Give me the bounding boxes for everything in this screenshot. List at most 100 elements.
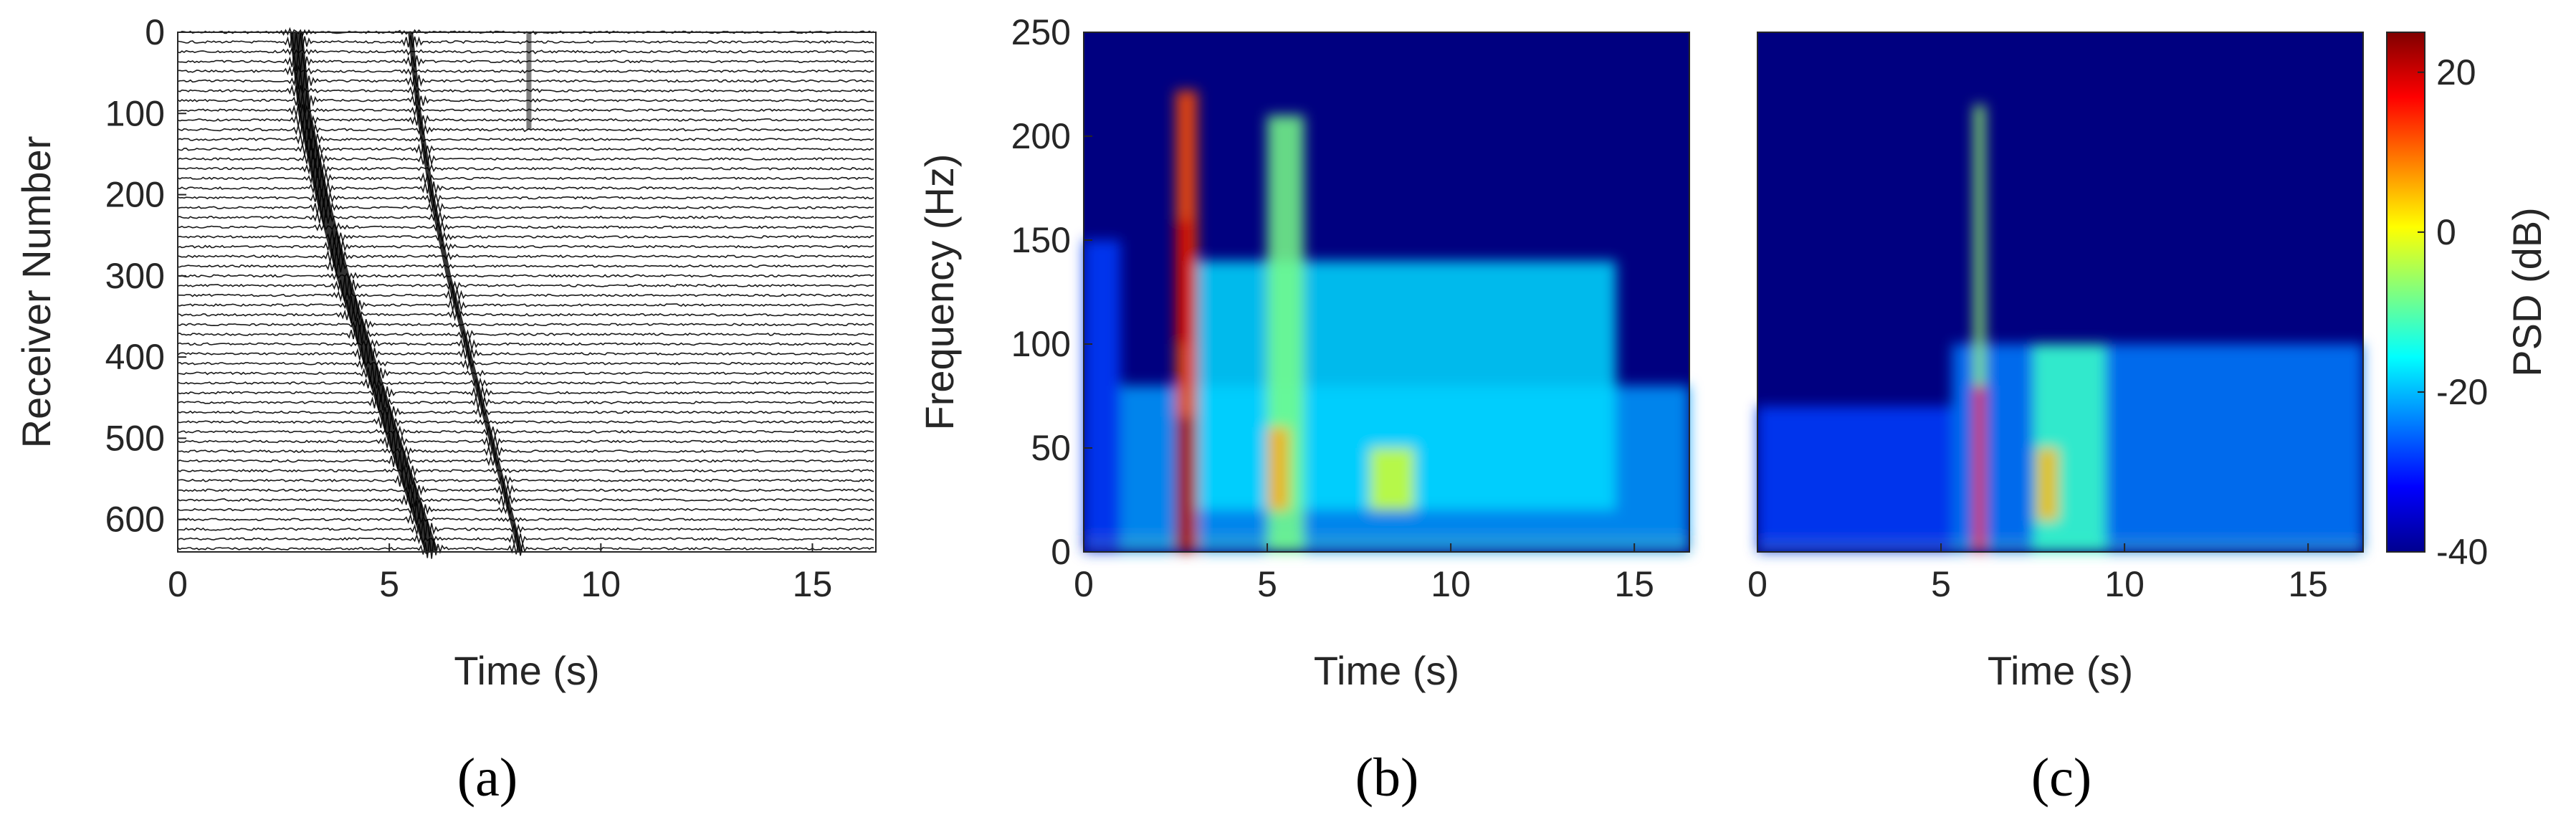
receiver-trace xyxy=(177,492,874,508)
receiver-trace xyxy=(177,148,874,168)
spectrogram-region xyxy=(1952,344,2363,552)
y-tick-label: 250 xyxy=(1011,12,1071,52)
panel-caption: (a) xyxy=(457,748,517,808)
colorbar-tick-label: 0 xyxy=(2436,212,2456,252)
receiver-trace xyxy=(177,32,874,52)
receiver-trace xyxy=(177,51,874,72)
receiver-trace xyxy=(177,363,874,384)
receiver-trace xyxy=(177,46,874,57)
receiver-trace xyxy=(177,189,874,208)
receiver-trace xyxy=(177,198,874,218)
receiver-trace xyxy=(177,512,874,525)
arrival-moveout xyxy=(290,32,438,554)
receiver-trace xyxy=(177,230,874,245)
panel-caption: (c) xyxy=(2031,748,2091,808)
x-tick-label: 10 xyxy=(2104,564,2145,604)
receiver-trace xyxy=(177,451,874,472)
receiver-trace xyxy=(177,411,874,432)
y-tick-label: 100 xyxy=(105,93,165,133)
receiver-trace xyxy=(177,307,874,324)
y-axis-title: Frequency (Hz) xyxy=(917,154,962,431)
spectrogram-cells xyxy=(1084,90,1689,552)
receiver-trace xyxy=(177,128,874,151)
spectrogram-region xyxy=(2036,448,2059,521)
receiver-trace xyxy=(177,103,874,118)
receiver-trace xyxy=(177,430,874,452)
receiver-trace xyxy=(177,168,874,188)
receiver-trace xyxy=(177,500,874,519)
receiver-trace xyxy=(177,464,874,477)
receiver-trace xyxy=(177,533,874,546)
receiver-trace xyxy=(177,538,874,559)
receiver-trace xyxy=(177,110,874,130)
receiver-trace xyxy=(177,91,874,111)
y-tick-label: 500 xyxy=(105,418,165,458)
spectrogram-region xyxy=(1084,240,1121,552)
panel-c: 0 5 10 15 Time (s) (c) -40 -20 0 20 PSD (dB) xyxy=(1747,32,2549,808)
receiver-trace xyxy=(177,425,874,438)
receiver-trace xyxy=(177,519,874,540)
y-tick-label: 0 xyxy=(145,12,165,52)
spectrogram-region xyxy=(1974,386,1985,552)
axes-frame xyxy=(177,32,877,553)
x-tick-label: 5 xyxy=(379,564,399,604)
panel-a: 0 5 10 15 0 100 200 300 400 500 600 Time (s) Receive… xyxy=(14,12,877,808)
x-axis-title: Time (s) xyxy=(454,648,599,693)
x-tick-label: 15 xyxy=(793,564,833,604)
colorbar-tick-label: -40 xyxy=(2436,532,2488,572)
receiver-trace xyxy=(177,138,874,160)
receiver-trace xyxy=(177,482,874,498)
receiver-trace xyxy=(177,295,874,314)
receiver-trace xyxy=(177,247,874,266)
y-tick-label: 150 xyxy=(1011,220,1071,260)
y-tick-label: 100 xyxy=(1011,324,1071,364)
x-tick-label: 0 xyxy=(168,564,188,604)
receiver-trace xyxy=(177,70,874,92)
receiver-trace xyxy=(177,65,874,77)
receiver-trace xyxy=(177,394,874,411)
colorbar-title: PSD (dB) xyxy=(2504,207,2549,377)
spectrogram-region xyxy=(1267,427,1289,510)
y-tick-label: 0 xyxy=(1051,532,1071,572)
panel-caption: (b) xyxy=(1355,748,1419,808)
y-axis-title: Receiver Number xyxy=(14,136,59,449)
trace-gather xyxy=(177,27,874,559)
axes-frame xyxy=(1757,32,2364,553)
receiver-trace xyxy=(178,158,874,178)
x-tick-label: 0 xyxy=(1074,564,1094,604)
y-tick-label: 400 xyxy=(105,337,165,377)
receiver-trace xyxy=(177,325,874,345)
receiver-trace xyxy=(177,343,874,364)
receiver-trace xyxy=(177,209,874,226)
x-tick-label: 5 xyxy=(1931,564,1951,604)
colorbar-tick-label: 20 xyxy=(2436,52,2476,92)
spectrogram-cells xyxy=(1757,105,2363,552)
y-tick-label: 600 xyxy=(105,500,165,540)
y-tick-label: 200 xyxy=(105,175,165,215)
receiver-trace xyxy=(177,337,874,350)
x-tick-label: 10 xyxy=(581,564,621,604)
x-axis-title: Time (s) xyxy=(1314,648,1459,693)
spectrogram-region xyxy=(1175,416,1194,552)
y-tick-label: 50 xyxy=(1031,428,1071,468)
spectrogram-region xyxy=(1175,219,1194,344)
receiver-trace xyxy=(177,237,874,256)
receiver-trace xyxy=(177,376,874,390)
receiver-trace xyxy=(177,385,874,402)
arrival-moveout xyxy=(408,32,523,553)
receiver-trace xyxy=(177,179,874,197)
axes-frame xyxy=(1083,32,1690,553)
receiver-trace xyxy=(177,119,874,140)
receiver-trace xyxy=(177,275,874,295)
x-tick-label: 10 xyxy=(1431,564,1471,604)
receiver-trace xyxy=(177,288,874,303)
colorbar-tick-label: -20 xyxy=(2436,372,2488,412)
receiver-trace xyxy=(177,272,874,281)
colorbar: -40 -20 0 20 PSD (dB) xyxy=(2386,32,2549,572)
y-tick-label: 300 xyxy=(105,256,165,296)
receiver-trace xyxy=(177,444,874,458)
x-tick-label: 15 xyxy=(1614,564,1654,604)
receiver-trace xyxy=(177,472,874,490)
receiver-trace xyxy=(177,318,874,332)
